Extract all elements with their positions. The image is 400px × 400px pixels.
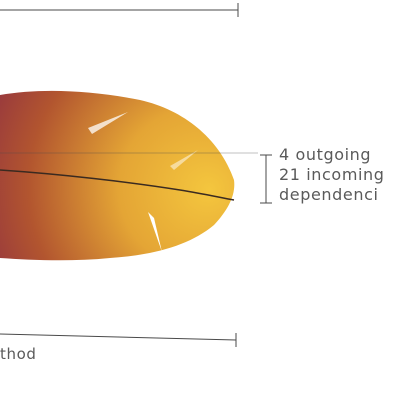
annotation-bracket xyxy=(260,154,272,204)
feather-shape xyxy=(0,90,258,261)
incoming-count-label: 21 incoming xyxy=(279,165,385,184)
dependency-annotation: 4 outgoing 21 incoming dependenci xyxy=(279,145,385,205)
method-label: thod xyxy=(0,345,37,363)
top-dimension-rule xyxy=(0,3,239,17)
outgoing-count-label: 4 outgoing xyxy=(279,145,372,164)
bottom-dimension-rule xyxy=(0,333,237,347)
feather-rachis xyxy=(0,169,235,201)
dependencies-label: dependenci xyxy=(279,185,379,204)
